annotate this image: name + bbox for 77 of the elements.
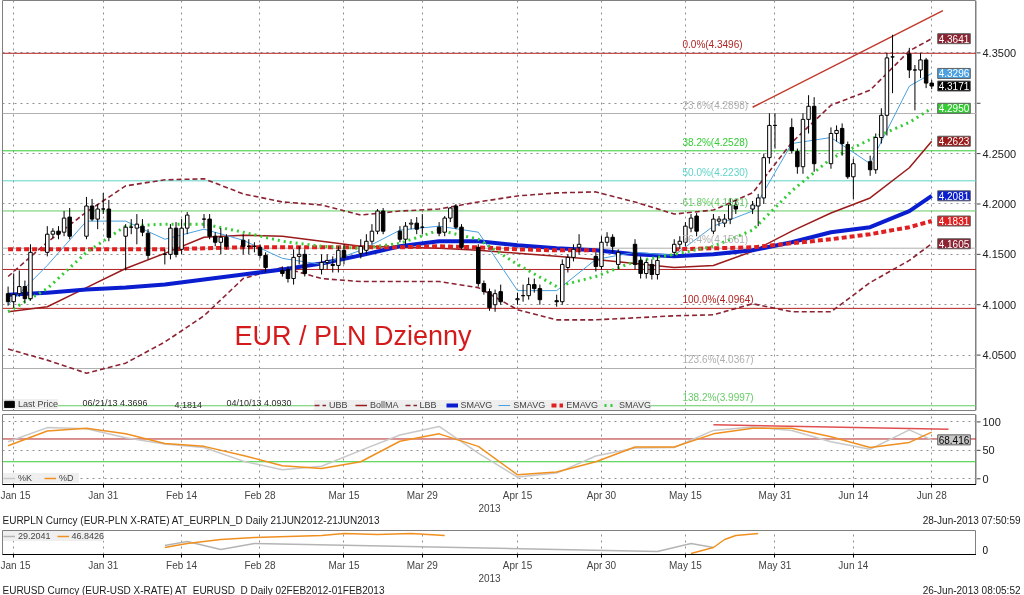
y-tick-label: 50 [982, 444, 995, 457]
legend-label: Last Price [18, 399, 59, 409]
legend-label: SMAVG [460, 400, 493, 410]
y-tick-label: 4.1500 [982, 248, 1017, 261]
x-tick-label: Jun 14 [838, 489, 869, 501]
legend-label: 46.8426 [71, 531, 105, 541]
ref-line-label: 50.0%(4.2230) [682, 166, 749, 178]
y-tick-label: 4.2500 [982, 147, 1017, 160]
x-tick-label: Apr 30 [586, 559, 617, 571]
legend-label: UBB [329, 400, 349, 410]
legend-label: %K [18, 473, 33, 483]
legend-label: EMAVG [566, 400, 599, 410]
ref-line-label: 23.6%(4.2898) [682, 99, 749, 111]
x-tick-label: Feb 28 [244, 559, 276, 571]
text: 26-Jun-2013 08:05:52 [922, 585, 1021, 595]
x-tick-label: Apr 15 [502, 559, 533, 571]
data-label: 4.3641 [938, 33, 970, 45]
data-label: 4.1831 [938, 216, 970, 228]
annotation: 06/21/13 4.3696 [82, 397, 148, 408]
x-tick-label: Mar 15 [328, 559, 360, 571]
x-tick-label: May 31 [758, 489, 792, 501]
annotation: 04/10/13 4.0930 [226, 397, 292, 408]
data-label: 4.3296 [938, 68, 970, 80]
legend-label: LBB [419, 400, 438, 410]
candlestick [240, 233, 246, 255]
data-label: 4.2623 [938, 136, 970, 148]
line-series [7, 72, 933, 306]
y-tick-label: 4.2000 [982, 197, 1017, 210]
data-label: 68.416 [938, 434, 970, 446]
x-tick-label: Jun 14 [838, 559, 869, 571]
candlestick [789, 117, 795, 155]
candlestick [616, 248, 621, 270]
legend-label: %D [59, 473, 75, 483]
x-tick-label: Jun 28 [916, 489, 948, 501]
ref-line-label: 38.2%(4.2528) [682, 136, 749, 148]
x-tick-label: Feb 14 [166, 489, 198, 501]
text: EUR / PLN Dzienny [234, 320, 473, 351]
x-tick-label: Mar 29 [406, 489, 439, 501]
line-series [7, 37, 933, 278]
text: 28-Jun-2013 07:50:59 [922, 515, 1021, 526]
x-axis-title: 2013 [478, 502, 502, 514]
x-tick-label: Feb 28 [244, 489, 276, 501]
x-tick-label: Feb 14 [166, 559, 198, 571]
candlestick [123, 223, 128, 271]
x-tick-label: Mar 15 [328, 489, 360, 501]
legend-label: SMAVG [619, 400, 651, 410]
candlestick [576, 233, 582, 255]
data-label: 4.1605 [938, 238, 970, 250]
x-tick-label: Jan 31 [88, 559, 119, 571]
legend-label: BollMA [370, 400, 399, 410]
text: 4.3171 [938, 81, 970, 93]
ref-line-label: 100.0%(4.0964) [682, 294, 754, 306]
text: EURPLN Curncy (EUR-PLN X-RATE) AT_EURPLN_D Daily 21JUN2012-21JUN2013 [2, 515, 380, 526]
x-tick-label: Apr 15 [502, 489, 533, 501]
x-axis-title: 2013 [478, 572, 502, 584]
legend-label: SMAVG [513, 400, 546, 410]
y-tick-label: 4.0500 [982, 349, 1017, 362]
y-tick-label: 100 [982, 415, 1001, 428]
x-tick-label: Jan 31 [88, 489, 119, 501]
x-tick-label: Apr 30 [586, 489, 617, 501]
y-tick-label: 4.3500 [982, 46, 1017, 59]
annotation: 4.1814 [174, 399, 203, 410]
ref-line-label: 0.0%(4.3496) [682, 39, 743, 51]
ref-line-label: 123.6%(4.0367) [682, 354, 754, 366]
x-tick-label: Mar 29 [406, 559, 439, 571]
x-tick-label: Jan 15 [0, 559, 31, 571]
y-tick-label: 0 [982, 472, 989, 485]
x-tick-label: Jan 15 [0, 489, 31, 501]
x-tick-label: May 31 [758, 559, 792, 571]
data-label: 4.2081 [938, 190, 970, 202]
ref-line-label: 138.2%(3.9997) [682, 391, 754, 403]
x-tick-label: May 15 [669, 489, 703, 501]
y-tick-label: 4.1000 [982, 298, 1017, 311]
x-tick-label: May 15 [669, 559, 703, 571]
legend-label: 29.2041 [18, 531, 51, 541]
line-series [7, 140, 933, 313]
data-label: 4.2950 [938, 103, 970, 115]
